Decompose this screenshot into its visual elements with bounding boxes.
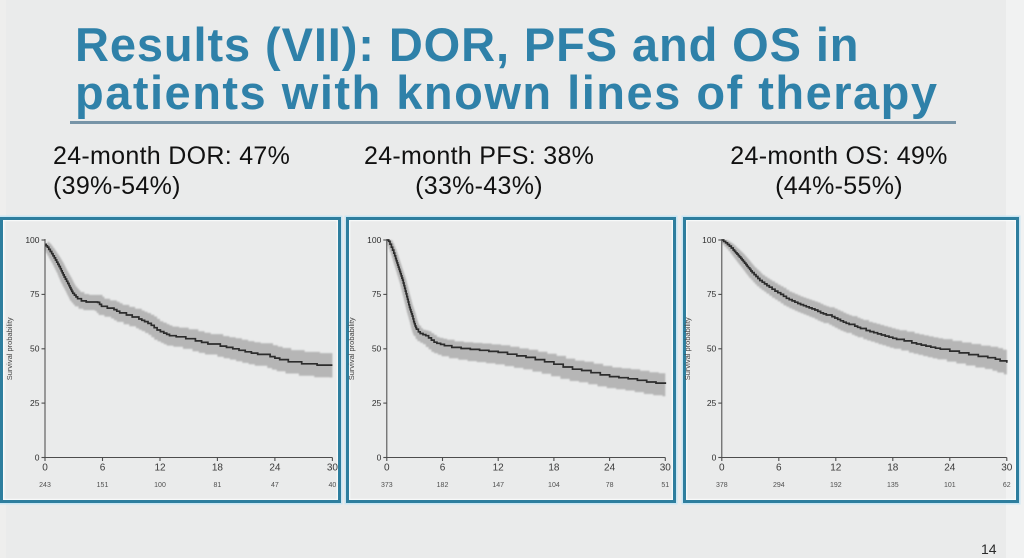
- svg-text:40: 40: [329, 482, 337, 489]
- svg-text:75: 75: [372, 289, 382, 299]
- svg-text:12: 12: [830, 463, 842, 474]
- svg-text:78: 78: [606, 482, 614, 489]
- svg-text:243: 243: [39, 482, 51, 489]
- svg-text:18: 18: [887, 463, 899, 474]
- svg-text:18: 18: [548, 463, 560, 474]
- svg-text:6: 6: [776, 463, 782, 474]
- svg-text:62: 62: [1003, 482, 1011, 489]
- svg-text:30: 30: [660, 463, 672, 474]
- svg-text:24: 24: [944, 463, 956, 474]
- svg-text:75: 75: [707, 289, 717, 299]
- svg-text:294: 294: [773, 482, 785, 489]
- svg-text:0: 0: [712, 452, 717, 462]
- svg-text:18: 18: [212, 463, 224, 474]
- svg-text:151: 151: [97, 482, 109, 489]
- svg-text:373: 373: [381, 482, 393, 489]
- svg-text:182: 182: [437, 482, 449, 489]
- svg-text:6: 6: [440, 463, 446, 474]
- svg-text:25: 25: [30, 398, 40, 408]
- svg-text:0: 0: [384, 463, 390, 474]
- svg-text:12: 12: [154, 463, 166, 474]
- svg-text:51: 51: [661, 482, 669, 489]
- svg-text:30: 30: [1001, 463, 1013, 474]
- svg-text:Survival probability: Survival probability: [683, 317, 692, 380]
- svg-text:Survival probability: Survival probability: [347, 317, 356, 380]
- svg-text:50: 50: [707, 344, 717, 354]
- svg-text:24: 24: [604, 463, 616, 474]
- svg-text:47: 47: [271, 482, 279, 489]
- svg-text:12: 12: [493, 463, 505, 474]
- svg-text:50: 50: [30, 344, 40, 354]
- svg-text:192: 192: [830, 482, 842, 489]
- svg-text:104: 104: [548, 482, 560, 489]
- svg-text:100: 100: [702, 235, 716, 245]
- svg-text:101: 101: [944, 482, 956, 489]
- svg-text:25: 25: [372, 398, 382, 408]
- svg-text:100: 100: [367, 235, 381, 245]
- svg-text:378: 378: [716, 482, 728, 489]
- svg-text:0: 0: [377, 452, 382, 462]
- svg-text:147: 147: [492, 482, 504, 489]
- svg-text:135: 135: [887, 482, 899, 489]
- svg-text:Survival probability: Survival probability: [5, 317, 14, 380]
- svg-text:75: 75: [30, 289, 40, 299]
- svg-text:81: 81: [214, 482, 222, 489]
- svg-text:25: 25: [707, 398, 717, 408]
- svg-text:0: 0: [719, 463, 725, 474]
- svg-text:100: 100: [25, 235, 39, 245]
- svg-text:30: 30: [327, 463, 339, 474]
- svg-text:100: 100: [154, 482, 166, 489]
- svg-text:50: 50: [372, 344, 382, 354]
- svg-text:24: 24: [269, 463, 281, 474]
- svg-text:0: 0: [42, 463, 48, 474]
- svg-text:6: 6: [100, 463, 106, 474]
- svg-text:0: 0: [35, 452, 40, 462]
